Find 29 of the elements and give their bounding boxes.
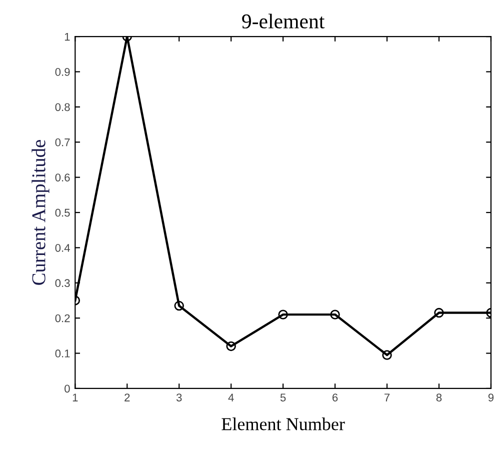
x-tick-label: 1 bbox=[72, 394, 78, 402]
point bbox=[434, 308, 444, 318]
y-tick-label: 0.1 bbox=[55, 350, 70, 358]
x-axis-title: Element Number bbox=[222, 418, 345, 430]
y-tick-label: 0.2 bbox=[55, 314, 70, 322]
point bbox=[226, 341, 236, 352]
y-tick-label: 0.5 bbox=[55, 208, 70, 217]
x-tick-label: 3 bbox=[176, 394, 182, 402]
y-axis-title: Current Amplitude bbox=[32, 140, 50, 285]
point bbox=[382, 350, 392, 360]
y-tick-label: 0.7 bbox=[55, 138, 70, 146]
point bbox=[278, 310, 288, 320]
x-tick-label: 9 bbox=[488, 394, 494, 402]
x-tick-label: 7 bbox=[384, 394, 390, 402]
x-tick-label: 4 bbox=[228, 394, 234, 402]
x-tick-label: 5 bbox=[280, 394, 286, 402]
y-tick-label: 1 bbox=[64, 32, 70, 41]
chart-title: 9-element bbox=[242, 14, 325, 28]
x-tick-label: 2 bbox=[124, 394, 130, 402]
y-tick-label: 0.3 bbox=[55, 279, 70, 288]
y-tick-label: 0.9 bbox=[55, 68, 70, 76]
point bbox=[330, 310, 340, 320]
y-tick-label: 0.4 bbox=[55, 244, 70, 252]
x-tick-label: 8 bbox=[436, 394, 442, 402]
y-tick-label: 0.8 bbox=[55, 103, 70, 112]
x-tick-label: 6 bbox=[332, 394, 338, 402]
y-tick-label: 0.6 bbox=[55, 174, 70, 182]
point bbox=[174, 300, 184, 311]
y-tick-label: 0 bbox=[64, 384, 70, 393]
